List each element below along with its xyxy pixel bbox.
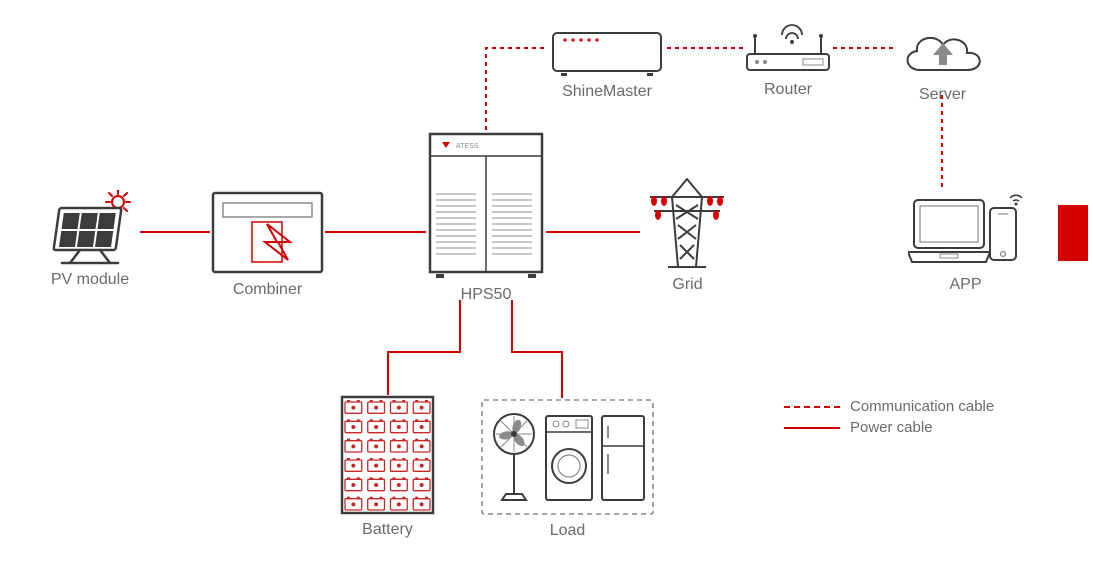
label-combiner: Combiner — [233, 281, 302, 299]
label-hps50: HPS50 — [461, 286, 512, 304]
label-grid: Grid — [672, 276, 702, 294]
node-combiner: Combiner — [210, 190, 325, 299]
inverter-cabinet-icon: ATESS — [426, 130, 546, 280]
laptop-phone-icon — [908, 190, 1023, 270]
label-router: Router — [764, 81, 812, 99]
edge-hps-load — [512, 300, 562, 398]
cloud-upload-icon — [895, 25, 990, 80]
edge-hps-shine — [486, 48, 547, 130]
legend: Communication cable Power cable — [784, 398, 994, 440]
edge-hps-battery — [388, 300, 460, 395]
label-load: Load — [550, 522, 586, 540]
legend-label: Communication cable — [850, 398, 994, 415]
node-app: APP — [908, 190, 1023, 294]
label-app: APP — [949, 276, 981, 294]
node-router: Router — [743, 20, 833, 99]
label-server: Server — [919, 86, 966, 104]
appliances-icon — [480, 398, 655, 516]
node-pv-module: PV module — [40, 190, 140, 289]
node-load: Load — [480, 398, 655, 540]
accent-side-block — [1058, 205, 1088, 261]
battery-bank-icon — [340, 395, 435, 515]
label-battery: Battery — [362, 521, 413, 539]
label-shinemaster: ShineMaster — [562, 83, 652, 101]
node-battery: Battery — [340, 395, 435, 539]
node-server: Server — [895, 25, 990, 104]
router-icon — [743, 20, 833, 75]
node-shinemaster: ShineMaster — [547, 25, 667, 101]
legend-swatch — [784, 427, 840, 429]
combiner-box-icon — [210, 190, 325, 275]
datalogger-icon — [547, 25, 667, 77]
legend-label: Power cable — [850, 419, 933, 436]
legend-swatch — [784, 406, 840, 408]
legend-row: Power cable — [784, 419, 994, 436]
label-pv-module: PV module — [51, 271, 129, 289]
transmission-tower-icon — [640, 175, 735, 270]
pv-panel-icon — [40, 190, 140, 265]
node-hps50: ATESS HPS50 — [426, 130, 546, 304]
svg-text:ATESS: ATESS — [456, 143, 479, 150]
legend-row: Communication cable — [784, 398, 994, 415]
node-grid: Grid — [640, 175, 735, 294]
